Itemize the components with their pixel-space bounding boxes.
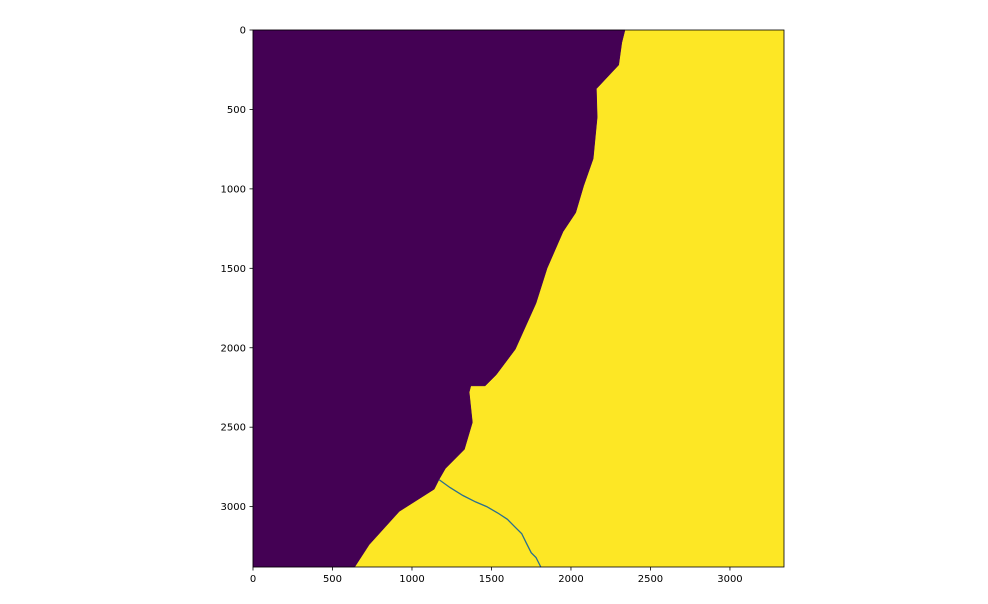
- y-tick-label: 500: [227, 105, 246, 116]
- x-axis: 0 500 1000 1500 2000 2500 3000: [250, 567, 743, 585]
- y-tick-label: 2500: [221, 423, 246, 434]
- x-tick-label: 500: [323, 574, 342, 585]
- x-tick-label: 2500: [638, 574, 663, 585]
- boundary-lines: [438, 479, 542, 568]
- y-tick-label: 1500: [221, 264, 246, 275]
- boundary-line-0: [438, 479, 542, 568]
- x-tick-label: 1500: [479, 574, 504, 585]
- x-tick-label: 2000: [558, 574, 583, 585]
- heatmap-regions: [252, 29, 626, 568]
- y-tick-label: 0: [240, 26, 246, 37]
- y-tick-label: 1000: [221, 184, 246, 195]
- y-tick-label: 3000: [221, 502, 246, 513]
- x-tick-label: 1000: [399, 574, 424, 585]
- plot-frame: [252, 29, 785, 568]
- heatmap-region-low: [252, 29, 626, 568]
- y-axis: 0 500 1000 1500 2000 2500 3000: [221, 26, 253, 513]
- y-tick-label: 2000: [221, 343, 246, 354]
- x-tick-label: 0: [250, 574, 256, 585]
- x-tick-label: 3000: [717, 574, 742, 585]
